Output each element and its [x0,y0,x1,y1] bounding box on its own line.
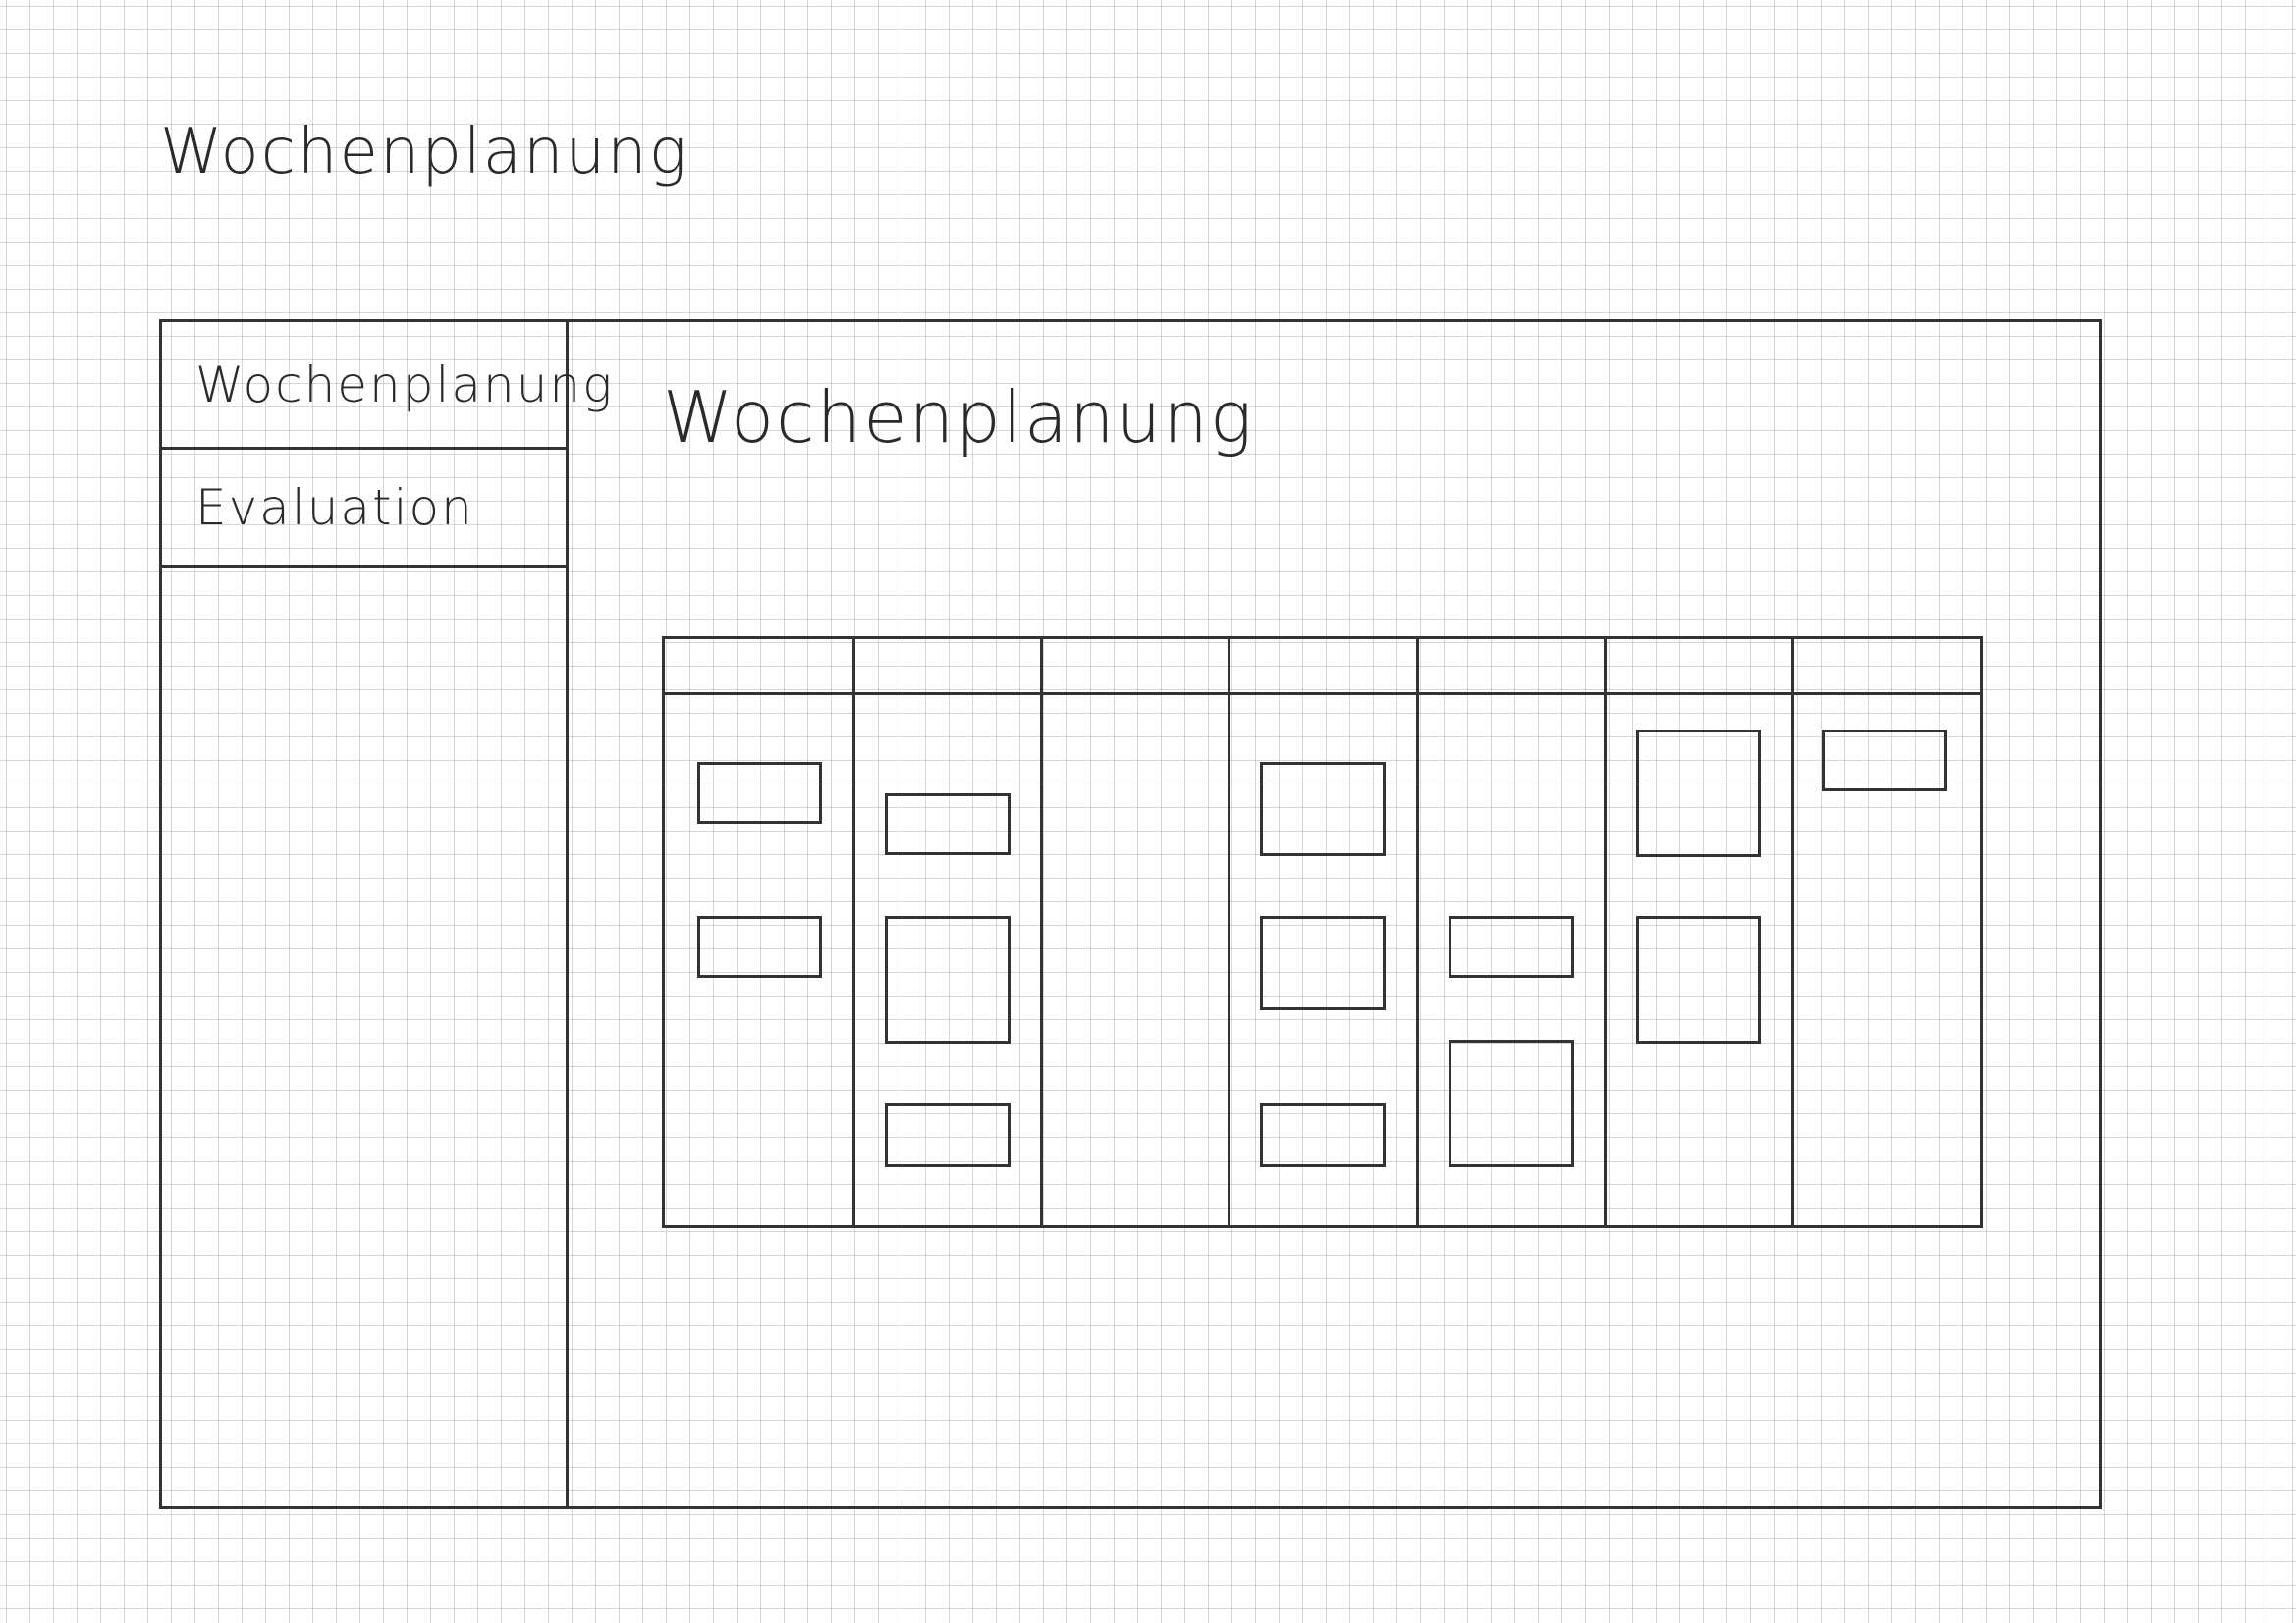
day-header [855,639,1040,695]
sidebar-item-evaluation[interactable]: Evaluation [162,450,566,568]
task-card[interactable] [1260,916,1386,1010]
day-header [1794,639,1980,695]
sidebar-item-label: Evaluation [195,478,474,536]
day-column-1 [665,639,852,1225]
task-card[interactable] [885,1103,1011,1167]
task-card[interactable] [1636,730,1761,857]
task-card[interactable] [885,793,1011,855]
day-column-5 [1416,639,1604,1225]
day-header [1419,639,1604,695]
sidebar-item-wochenplanung[interactable]: Wochenplanung [162,322,612,450]
day-header [665,639,852,695]
task-card[interactable] [697,762,822,824]
app-window: Wochenplanung Evaluation Wochenplanung [159,319,2102,1509]
day-column-7 [1791,639,1980,1225]
sidebar-item-label: Wochenplanung [195,355,615,413]
day-header [1230,639,1416,695]
task-card[interactable] [1449,1040,1574,1167]
page-title: Wochenplanung [160,116,689,189]
task-card[interactable] [885,916,1011,1044]
day-column-2 [852,639,1040,1225]
day-column-3 [1040,639,1228,1225]
task-card[interactable] [1260,1103,1386,1167]
day-header [1607,639,1791,695]
main-title: Wochenplanung [663,376,1255,459]
task-card[interactable] [1260,762,1386,856]
week-board [662,636,1983,1228]
task-card[interactable] [1449,916,1574,978]
task-card[interactable] [1636,916,1761,1044]
day-column-6 [1604,639,1791,1225]
task-card[interactable] [697,916,822,978]
sidebar: Wochenplanung Evaluation [162,322,612,1506]
day-header [1043,639,1228,695]
day-column-4 [1228,639,1416,1225]
task-card[interactable] [1822,730,1947,791]
